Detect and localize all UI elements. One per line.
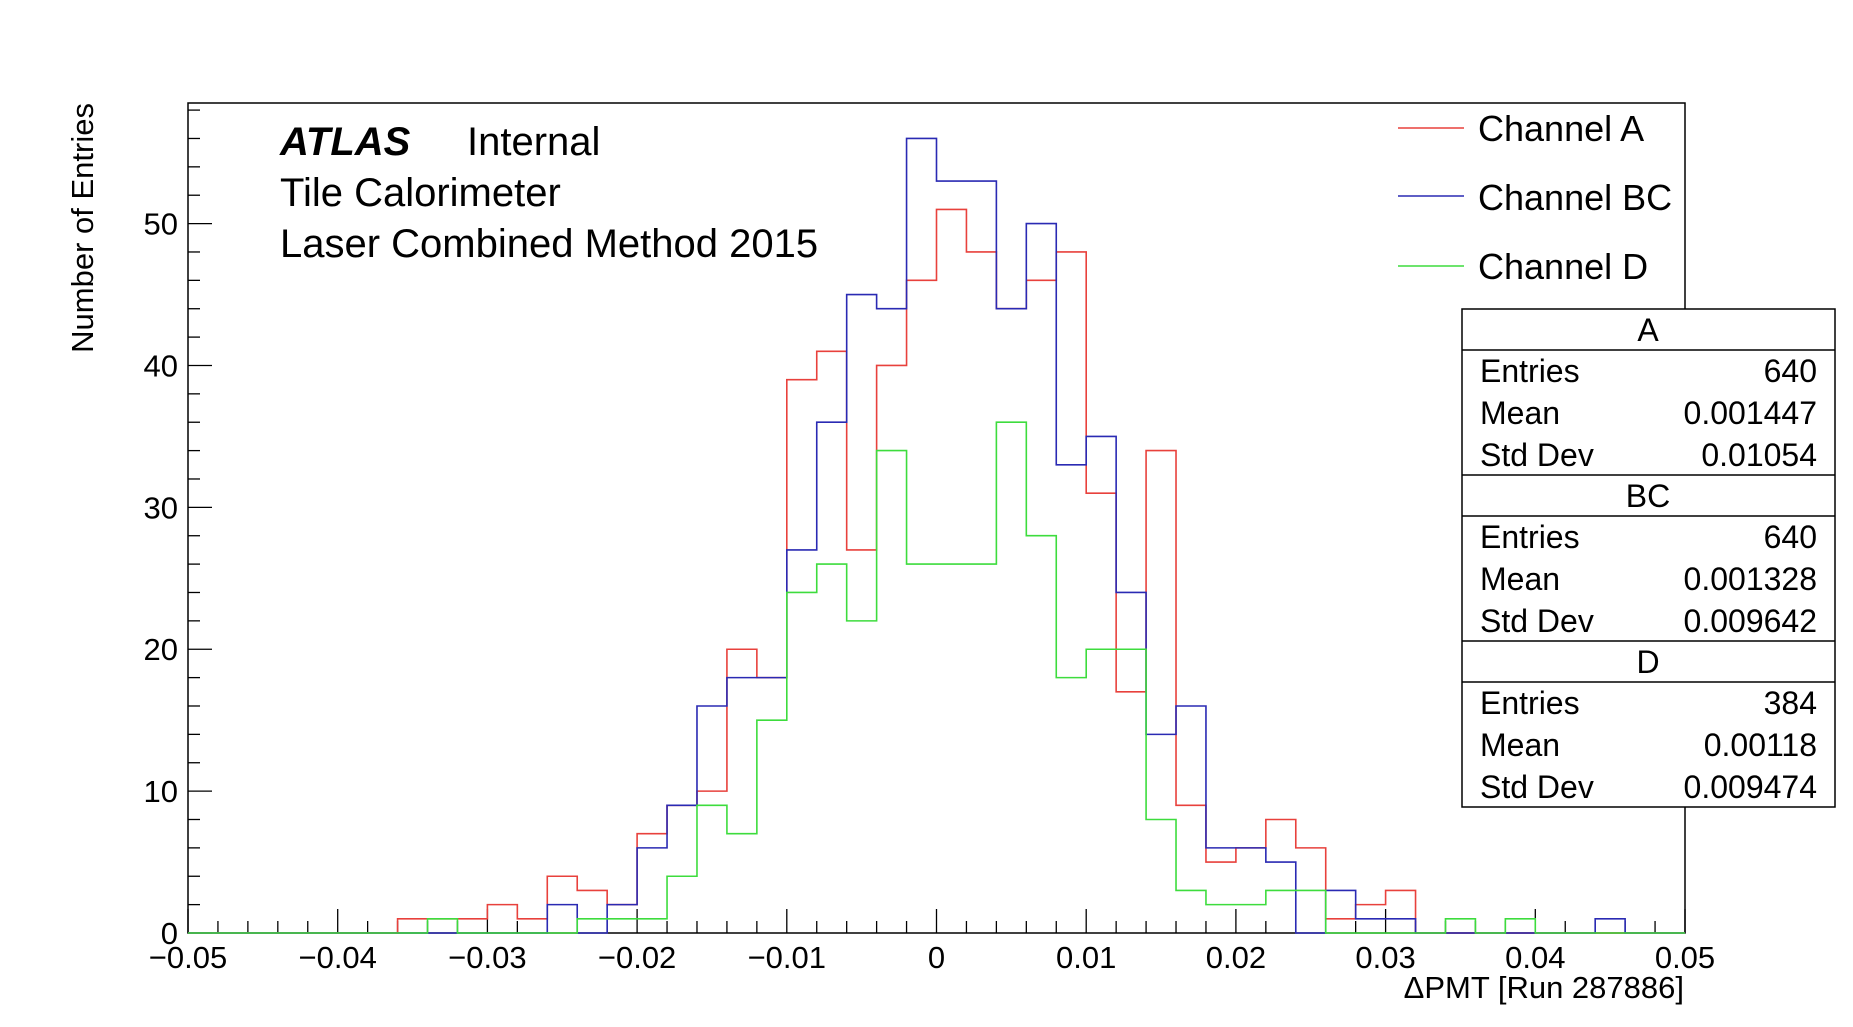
stats-std-label: Std Dev xyxy=(1480,769,1594,805)
stats-entries-label: Entries xyxy=(1480,685,1580,721)
stats-mean-value: 0.001447 xyxy=(1684,395,1817,431)
x-tick-label: −0.04 xyxy=(298,940,376,975)
x-axis-title: ΔPMT [Run 287886] xyxy=(1404,970,1684,1005)
legend-label-channel-bc: Channel BC xyxy=(1478,177,1672,218)
stats-entries-value: 640 xyxy=(1764,353,1817,389)
x-tick-label: 0.01 xyxy=(1056,940,1116,975)
y-tick-label: 10 xyxy=(144,774,178,809)
x-tick-label: 0.03 xyxy=(1355,940,1415,975)
y-tick-label: 20 xyxy=(144,632,178,667)
stats-mean-label: Mean xyxy=(1480,727,1560,763)
stats-box-frame xyxy=(1461,308,1836,808)
stats-std-label: Std Dev xyxy=(1480,603,1594,639)
stats-entries-label: Entries xyxy=(1480,353,1580,389)
series-channel-a xyxy=(188,208,1685,934)
y-axis-title: Number of Entries xyxy=(65,103,100,353)
atlas-status-label: Internal xyxy=(467,120,600,164)
y-tick-label: 50 xyxy=(144,207,178,242)
stats-entries-value: 640 xyxy=(1764,519,1817,555)
legend: Channel A Channel BC Channel D xyxy=(1398,108,1672,287)
y-tick-label: 30 xyxy=(144,490,178,525)
stats-mean-value: 0.00118 xyxy=(1704,727,1817,763)
series-channel-bc xyxy=(188,137,1685,934)
x-tick-label: 0 xyxy=(928,940,945,975)
stats-mean-label: Mean xyxy=(1480,395,1560,431)
x-axis: −0.05 −0.04 −0.03 −0.02 −0.01 0 0.01 0.02 0.03 0.… xyxy=(149,909,1715,975)
series-channel-d xyxy=(188,421,1685,934)
x-tick-label: −0.05 xyxy=(149,940,227,975)
y-tick-label: 0 xyxy=(161,916,178,951)
stats-header-d: D xyxy=(1636,644,1659,680)
header-line-2: Tile Calorimeter xyxy=(280,171,561,215)
x-tick-label: 0.04 xyxy=(1505,940,1565,975)
stats-std-value: 0.009474 xyxy=(1684,769,1817,805)
x-tick-label: 0.02 xyxy=(1206,940,1266,975)
x-tick-label: −0.02 xyxy=(598,940,676,975)
x-tick-label: −0.01 xyxy=(748,940,826,975)
stats-entries-label: Entries xyxy=(1480,519,1580,555)
stats-mean-label: Mean xyxy=(1480,561,1560,597)
series-layer xyxy=(188,137,1685,934)
legend-label-channel-d: Channel D xyxy=(1478,246,1648,287)
y-axis: 0 10 20 30 40 50 xyxy=(144,109,212,951)
header-line-3: Laser Combined Method 2015 xyxy=(280,222,818,266)
stats-std-value: 0.01054 xyxy=(1701,437,1817,473)
atlas-label: ATLAS xyxy=(279,120,411,164)
stats-header-bc: BC xyxy=(1626,478,1670,514)
stats-std-value: 0.009642 xyxy=(1684,603,1817,639)
legend-label-channel-a: Channel A xyxy=(1478,108,1644,149)
y-tick-label: 40 xyxy=(144,348,178,383)
stats-mean-value: 0.001328 xyxy=(1684,561,1817,597)
stats-header-a: A xyxy=(1637,312,1659,348)
stats-std-label: Std Dev xyxy=(1480,437,1594,473)
stats-box: A Entries 640 Mean 0.001447 Std Dev 0.01… xyxy=(1461,308,1836,808)
x-tick-label: 0.05 xyxy=(1655,940,1715,975)
stats-entries-value: 384 xyxy=(1764,685,1817,721)
x-tick-label: −0.03 xyxy=(448,940,526,975)
